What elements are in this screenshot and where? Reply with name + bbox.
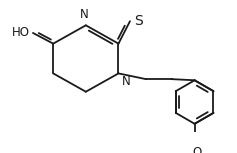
Text: HO: HO bbox=[12, 26, 30, 39]
Text: S: S bbox=[134, 14, 143, 28]
Text: N: N bbox=[80, 8, 88, 21]
Text: N: N bbox=[122, 75, 131, 88]
Text: O: O bbox=[193, 146, 202, 153]
